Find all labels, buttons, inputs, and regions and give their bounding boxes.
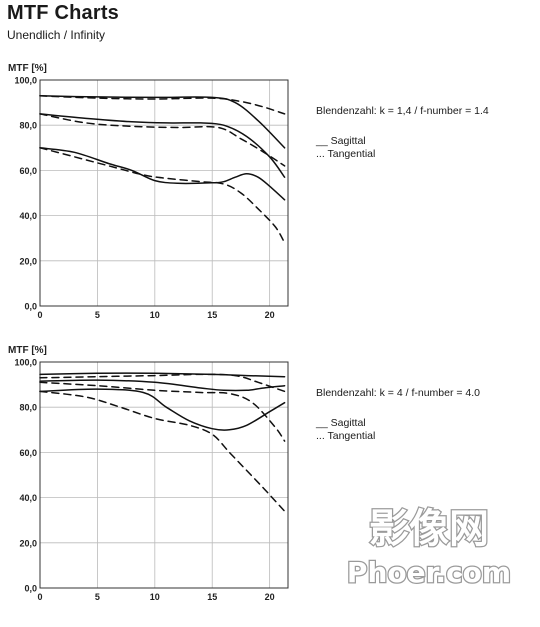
x-tick-label: 15 xyxy=(207,592,217,602)
y-tick-label: 40,0 xyxy=(19,211,37,221)
tangential-curve-1 xyxy=(39,95,286,115)
plot-frame xyxy=(39,361,289,589)
y-tick-label: 40,0 xyxy=(19,493,37,503)
y-axis-title: MTF [%] xyxy=(8,63,47,74)
page-title: MTF Charts xyxy=(7,2,119,24)
sagittal-curve-0 xyxy=(39,372,286,378)
x-tick-label: 0 xyxy=(37,310,42,320)
sagittal-curve-4 xyxy=(39,388,286,431)
y-tick-label: 20,0 xyxy=(19,538,37,548)
y-tick-label: 100,0 xyxy=(14,358,37,368)
y-tick-label: 80,0 xyxy=(19,121,37,131)
legend: __ Sagittal ... Tangential xyxy=(316,135,489,161)
legend-sagittal: __ Sagittal xyxy=(316,417,366,429)
sagittal-curve-4 xyxy=(39,147,286,201)
sagittal-curve-2 xyxy=(39,113,286,178)
legend-sagittal: __ Sagittal xyxy=(316,135,366,147)
legend: __ Sagittal ... Tangential xyxy=(316,417,480,443)
legend-tangential: ... Tangential xyxy=(316,430,376,442)
legend-tangential: ... Tangential xyxy=(316,148,376,160)
tangential-curve-5 xyxy=(39,147,286,244)
x-tick-label: 0 xyxy=(37,592,42,602)
watermark-chinese: 影像网 xyxy=(369,506,489,552)
x-tick-label: 20 xyxy=(265,310,275,320)
tangential-curve-3 xyxy=(39,113,286,167)
watermark-logo: 影像网 Phoer.com xyxy=(329,500,529,600)
y-tick-label: 0,0 xyxy=(24,302,37,312)
x-tick-label: 5 xyxy=(95,310,100,320)
y-axis-title: MTF [%] xyxy=(8,345,47,356)
x-tick-label: 20 xyxy=(265,592,275,602)
tangential-curve-5 xyxy=(39,390,286,512)
x-tick-label: 10 xyxy=(150,592,160,602)
sagittal-curve-2 xyxy=(39,379,286,392)
plot-frame xyxy=(39,79,289,307)
y-tick-label: 100,0 xyxy=(14,76,37,86)
y-tick-label: 60,0 xyxy=(19,166,37,176)
tangential-curve-3 xyxy=(39,381,286,442)
page-subtitle: Unendlich / Infinity xyxy=(7,28,106,42)
y-tick-label: 0,0 xyxy=(24,584,37,594)
watermark-domain: Phoer.com xyxy=(347,556,511,589)
y-tick-label: 80,0 xyxy=(19,403,37,413)
aperture-label: Blendenzahl: k = 4 / f-number = 4.0 xyxy=(316,387,481,399)
x-tick-label: 10 xyxy=(150,310,160,320)
x-tick-label: 5 xyxy=(95,592,100,602)
chart-side-info-f4-0: Blendenzahl: k = 4 / f-number = 4.0 __ S… xyxy=(316,387,480,443)
y-tick-label: 20,0 xyxy=(19,256,37,266)
chart-side-info-f1-4: Blendenzahl: k = 1,4 / f-number = 1.4 __… xyxy=(316,105,489,161)
y-tick-label: 60,0 xyxy=(19,448,37,458)
aperture-label: Blendenzahl: k = 1,4 / f-number = 1.4 xyxy=(316,105,489,117)
tangential-curve-1 xyxy=(39,373,286,393)
x-tick-label: 15 xyxy=(207,310,217,320)
